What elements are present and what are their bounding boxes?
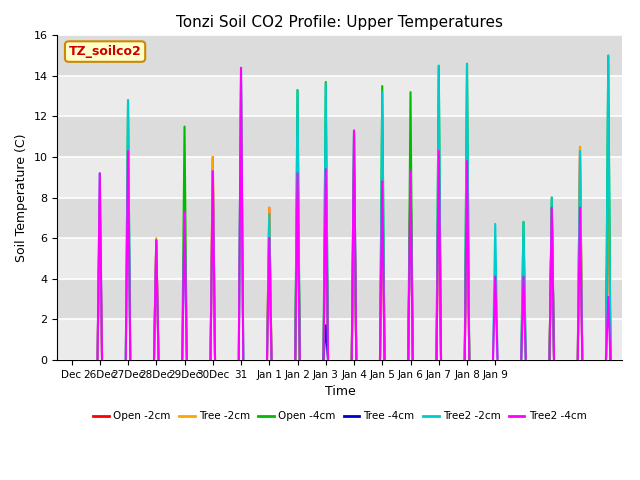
Tree2 -2cm [150, 357, 158, 363]
Tree2 -4cm [435, 148, 443, 154]
Open -4cm [433, 357, 440, 363]
Bar [58, 319, 622, 360]
Line: Tree -2cm: Tree -2cm [97, 147, 611, 360]
Title: Tonzi Soil CO2 Profile: Upper Temperatures: Tonzi Soil CO2 Profile: Upper Temperatur… [177, 15, 504, 30]
Tree2 -4cm [93, 357, 101, 363]
Open -4cm [378, 83, 386, 89]
Open -2cm [322, 164, 330, 170]
Open -4cm [437, 357, 445, 363]
Open -2cm [96, 199, 104, 204]
Tree2 -4cm [520, 274, 527, 279]
Open -4cm [122, 357, 130, 363]
Bar [58, 238, 622, 279]
Text: TZ_soilco2: TZ_soilco2 [68, 45, 141, 58]
Line: Tree2 -2cm: Tree2 -2cm [97, 56, 611, 360]
Tree2 -4cm [150, 357, 158, 363]
Open -2cm [435, 154, 443, 160]
Y-axis label: Soil Temperature (C): Soil Temperature (C) [15, 133, 28, 262]
Tree2 -2cm [520, 219, 527, 225]
Open -2cm [93, 357, 101, 363]
Legend: Open -2cm, Tree -2cm, Open -4cm, Tree -4cm, Tree2 -2cm, Tree2 -4cm: Open -2cm, Tree -2cm, Open -4cm, Tree -4… [89, 407, 591, 426]
Open -4cm [180, 124, 188, 130]
Line: Tree2 -4cm: Tree2 -4cm [97, 68, 611, 360]
Tree2 -4cm [376, 357, 384, 363]
Tree2 -2cm [93, 357, 101, 363]
Tree -2cm [435, 154, 443, 160]
Tree -4cm [324, 357, 332, 363]
Tree -2cm [404, 357, 412, 363]
Line: Open -4cm: Open -4cm [126, 56, 611, 360]
Line: Tree -4cm: Tree -4cm [323, 325, 328, 360]
Tree -4cm [319, 357, 327, 363]
Open -4cm [602, 357, 610, 363]
Tree -2cm [96, 199, 104, 204]
Tree2 -2cm [376, 357, 384, 363]
Tree -2cm [93, 357, 101, 363]
Tree -4cm [322, 323, 330, 328]
Bar [58, 76, 622, 117]
Line: Open -2cm: Open -2cm [97, 147, 611, 360]
Tree -2cm [322, 164, 330, 170]
Open -2cm [404, 357, 412, 363]
Bar [58, 157, 622, 198]
Tree2 -2cm [435, 63, 443, 69]
X-axis label: Time: Time [324, 385, 355, 398]
